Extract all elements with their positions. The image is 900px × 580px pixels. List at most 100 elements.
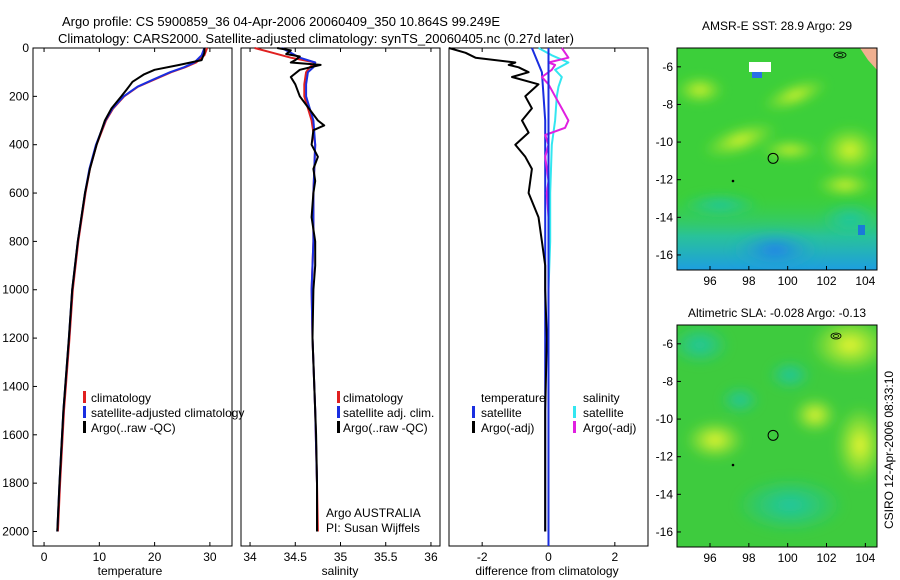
legend-swatch-sal-satellite [573,406,576,418]
map-x-tick-label: 98 [742,551,756,565]
legend-label-climatology: climatology [343,391,403,405]
legend-swatch-temp-satellite [472,406,475,418]
legend-swatch-satellite [337,406,340,418]
legend-label-argo: Argo(..raw -QC) [343,421,428,435]
series-line-0 [56,47,209,532]
y-tick-label: 1800 [2,476,29,490]
side-timestamp: CSIRO 12-Apr-2006 08:33:10 [882,371,896,529]
legend-label-satellite: satellite adj. clim. [343,406,434,420]
difference-legend: temperature salinity satellite Argo(-adj… [472,391,636,435]
sla-profile-location-marker [767,429,779,441]
legend-swatch-climatology [337,391,340,403]
sla-float-dot [731,463,735,467]
y-tick-label: 200 [9,89,29,103]
annotation-line-2: PI: Susan Wijffels [326,521,420,535]
map-x-tick-label: 100 [778,551,798,565]
map-y-tick-label: -14 [656,487,674,501]
legend-swatch-temp-argo [472,421,475,433]
legend-label-climatology: climatology [91,391,151,405]
salinity-panel: 34 34.5 35 35.5 36 salinity climatology sate… [240,47,441,578]
map-x-tick-label: 96 [703,551,717,565]
y-tick-label: 600 [9,186,29,200]
sla-map-field [677,325,877,547]
map-x-tick-label: 96 [703,274,717,288]
y-tick-label: 400 [9,138,29,152]
x-tick-label: 0 [41,550,48,564]
temperature-legend: climatology satellite-adjusted climatolo… [83,391,244,435]
map-y-tick-label: -14 [656,210,674,224]
difference-xlabel: difference from climatology [475,564,618,578]
series-line-1 [56,47,206,532]
map-y-tick-label: -12 [656,450,674,464]
x-tick-label: 35.5 [374,550,398,564]
sst-profile-location-marker [767,152,779,164]
map-x-tick-label: 98 [742,274,756,288]
legend-swatch-argo [337,421,340,433]
map-y-tick-label: -8 [662,374,673,388]
legend-header-salinity: salinity [583,391,620,405]
map-y-tick-label: -6 [662,60,673,74]
sla-map-panel: Altimetric SLA: -0.028 Argo: -0.13 96 98 1… [656,306,878,565]
y-tick-label: 0 [22,41,29,55]
legend-swatch-argo [83,421,86,433]
salinity-x-ticks: 34 34.5 35 35.5 36 [243,48,438,564]
y-tick-label: 1400 [2,379,29,393]
sst-y-ticks: -6 -8 -10 -12 -14 -16 [656,60,681,262]
legend-label-temp-satellite: satellite [481,406,522,420]
series-line-0 [254,47,319,532]
annotation-line-1: Argo AUSTRALIA [326,506,421,520]
map-x-tick-label: 102 [816,551,836,565]
y-tick-label: 2000 [2,524,29,538]
sst-float-dot [731,179,735,183]
legend-label-argo: Argo(..raw -QC) [91,421,176,435]
sst-map-field [677,48,877,270]
series-line-1 [448,47,548,532]
temperature-x-ticks: 0 10 20 30 [41,48,217,564]
map-y-tick-label: -10 [656,135,674,149]
x-tick-label: 34.5 [284,550,308,564]
temperature-axes-frame [32,47,233,547]
map-y-tick-label: -16 [656,525,674,539]
y-tick-label: 1600 [2,428,29,442]
x-tick-label: 36 [424,550,438,564]
x-tick-label: -2 [477,550,488,564]
x-tick-label: 20 [148,550,162,564]
sla-y-ticks: -6 -8 -10 -12 -14 -16 [656,337,681,539]
map-y-tick-label: -16 [656,248,674,262]
map-x-tick-label: 104 [855,274,875,288]
x-tick-label: 35 [334,550,348,564]
legend-label-temp-argo: Argo(-adj) [481,421,534,435]
sst-map-panel: AMSR-E SST: 28.9 Argo: 29 [656,19,878,288]
x-tick-label: 34 [243,550,257,564]
y-tick-label: 1200 [2,331,29,345]
header-subtitle: Climatology: CARS2000. Satellite-adjuste… [58,31,574,46]
legend-swatch-climatology [83,391,86,403]
temperature-xlabel: temperature [98,564,163,578]
legend-label-sal-argo: Argo(-adj) [583,421,636,435]
legend-label-sal-satellite: satellite [583,406,624,420]
sst-map-title: AMSR-E SST: 28.9 Argo: 29 [702,19,852,33]
difference-lines [448,47,570,546]
x-tick-label: 10 [93,550,107,564]
series-line-2 [56,48,206,532]
y-tick-label: 800 [9,234,29,248]
sla-x-ticks: 96 98 100 102 104 [703,543,876,565]
depth-y-ticks: 0 200 400 600 800 1000 1200 1400 1600 1800 2000 [2,41,37,538]
series-line-0 [530,47,547,532]
map-y-tick-label: -8 [662,97,673,111]
sst-map-frame [676,47,878,271]
temperature-lines [56,47,209,532]
sst-x-ticks: 96 98 100 102 104 [703,266,876,288]
map-x-tick-label: 102 [816,274,836,288]
salinity-axes-frame [240,47,441,547]
map-x-tick-label: 104 [855,551,875,565]
salinity-xlabel: salinity [322,564,359,578]
map-y-tick-label: -6 [662,337,673,351]
legend-label-satellite: satellite-adjusted climatology [91,406,244,420]
header-title: Argo profile: CS 5900859_36 04-Apr-2006 … [62,14,500,29]
x-tick-label: 0 [545,550,552,564]
y-tick-label: 1000 [2,283,29,297]
x-tick-label: 2 [611,550,618,564]
legend-swatch-sal-argo [573,421,576,433]
